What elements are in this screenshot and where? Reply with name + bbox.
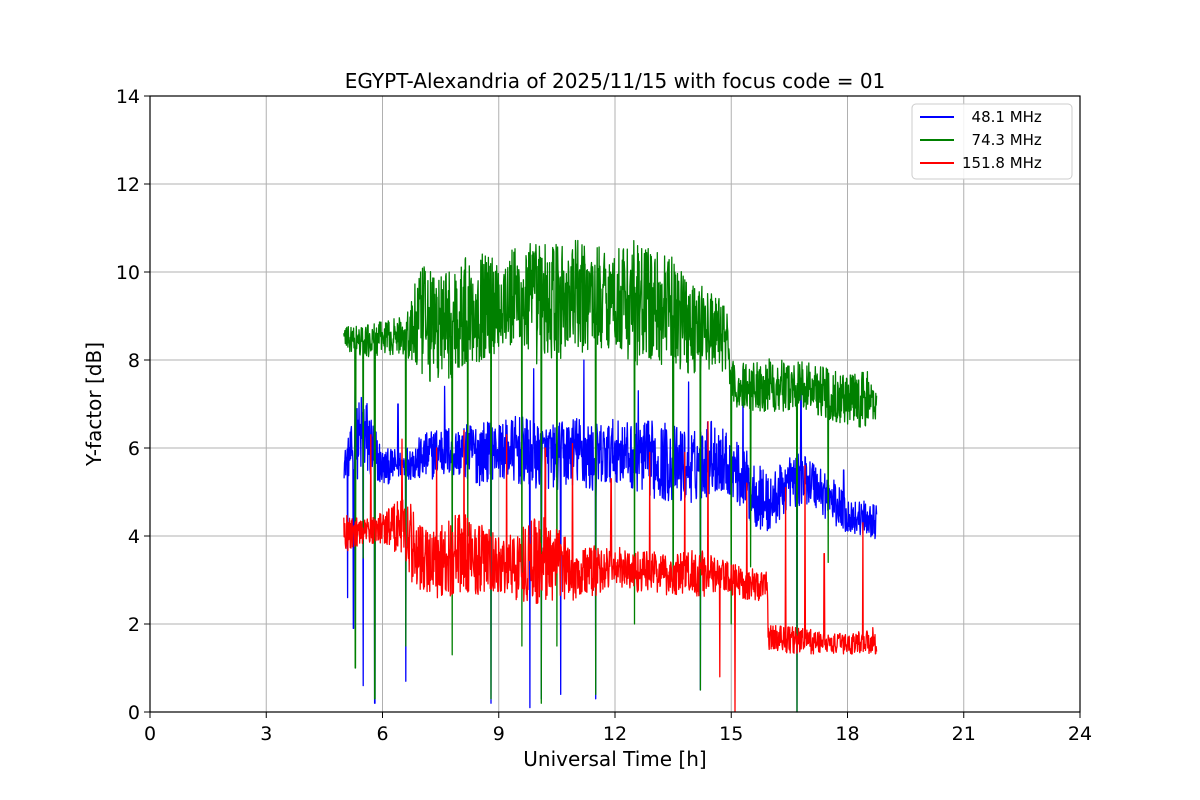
y-tick-label: 14: [116, 86, 140, 108]
y-tick-label: 12: [116, 174, 140, 196]
series-line-48-1-mhz: [343, 359, 878, 713]
chart-title: EGYPT-Alexandria of 2025/11/15 with focu…: [345, 69, 886, 93]
y-tick-label: 0: [128, 702, 140, 724]
x-tick-label: 18: [835, 723, 859, 745]
y-tick-label: 2: [128, 614, 140, 636]
legend-label-151-8-mhz: 151.8 MHz: [962, 154, 1042, 172]
legend: 48.1 MHz 74.3 MHz 151.8 MHz: [911, 103, 1073, 180]
legend-label-48-1-mhz: 48.1 MHz: [962, 108, 1042, 126]
y-axis-title: Y-factor [dB]: [82, 342, 106, 467]
x-tick-label: 21: [952, 723, 976, 745]
x-tick-label: 12: [603, 723, 627, 745]
x-tick-label: 3: [260, 723, 272, 745]
series-layer: [343, 239, 878, 713]
y-tick-label: 8: [128, 350, 140, 372]
y-tick-label: 6: [128, 438, 140, 460]
x-tick-label: 0: [144, 723, 156, 745]
legend-box: [911, 103, 1073, 180]
y-tick-label: 4: [128, 526, 140, 548]
x-tick-label: 24: [1068, 723, 1092, 745]
legend-label-74-3-mhz: 74.3 MHz: [962, 131, 1042, 149]
x-axis-title: Universal Time [h]: [523, 747, 706, 771]
x-tick-label: 9: [493, 723, 505, 745]
y-tick-label: 10: [116, 262, 140, 284]
series-line-74-3-mhz: [343, 239, 878, 713]
series-line-151-8-mhz: [343, 420, 878, 713]
x-tick-label: 6: [376, 723, 388, 745]
x-tick-label: 15: [719, 723, 743, 745]
